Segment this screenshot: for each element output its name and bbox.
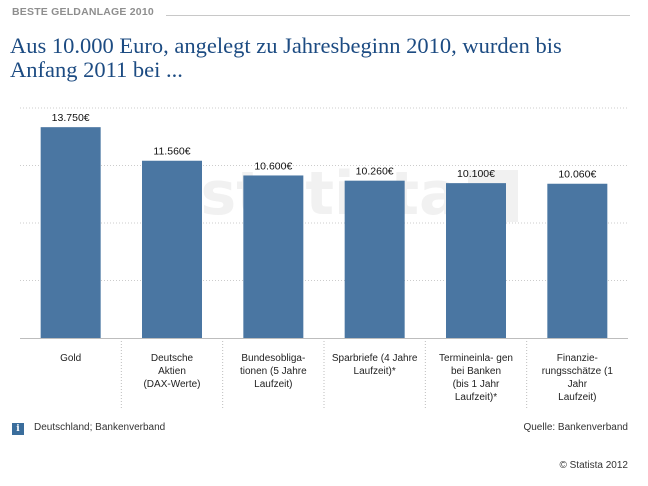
data-label: 13.750€ xyxy=(52,112,90,124)
data-label: 10.600€ xyxy=(254,160,292,172)
x-tick-label: (bis 1 Jahr xyxy=(453,379,500,390)
x-tick-label: Laufzeit) xyxy=(254,379,292,390)
x-tick-label: Jahr xyxy=(568,379,588,390)
x-tick-label: Sparbriefe (4 Jahre xyxy=(332,353,418,364)
x-tick-label: Finanzie- xyxy=(557,353,598,364)
x-tick-label: (DAX-Werte) xyxy=(143,379,200,390)
x-tick-label: bei Banken xyxy=(451,366,501,377)
bar[interactable] xyxy=(547,183,608,338)
data-label: 11.560€ xyxy=(153,146,190,158)
copyright-note: © Statista 2012 xyxy=(559,460,628,471)
bar[interactable] xyxy=(446,183,506,338)
x-tick-label: Termineinla- gen xyxy=(439,353,513,364)
chart-kicker: BESTE GELDANLAGE 2010 xyxy=(12,6,154,18)
data-label: 10.260€ xyxy=(356,166,394,178)
bar[interactable] xyxy=(40,127,101,339)
region-info: Deutschland; Bankenverband xyxy=(34,422,166,433)
bar[interactable] xyxy=(344,180,405,338)
x-tick-label: Bundesobliga- xyxy=(241,353,305,364)
x-tick-label: tionen (5 Jahre xyxy=(240,366,307,377)
x-tick-label: Laufzeit)* xyxy=(354,366,396,377)
source-note: Quelle: Bankenverband xyxy=(523,422,628,433)
data-label: 10.100€ xyxy=(457,168,495,180)
x-tick-label: Gold xyxy=(60,353,81,364)
bar[interactable] xyxy=(243,175,304,338)
x-tick-label: Aktien xyxy=(158,366,186,377)
x-tick-label: Laufzeit) xyxy=(558,392,596,403)
kicker-divider xyxy=(166,15,630,16)
x-tick-label: Laufzeit)* xyxy=(455,392,497,403)
bar[interactable] xyxy=(142,160,202,338)
info-icon[interactable]: i xyxy=(12,423,24,435)
x-tick-label: rungsschätze (1 xyxy=(542,366,614,377)
x-tick-label: Deutsche xyxy=(151,353,194,364)
chart-title: Aus 10.000 Euro, angelegt zu Jahresbegin… xyxy=(10,33,562,82)
data-label: 10.060€ xyxy=(558,169,596,181)
watermark-text: statista xyxy=(200,159,459,229)
